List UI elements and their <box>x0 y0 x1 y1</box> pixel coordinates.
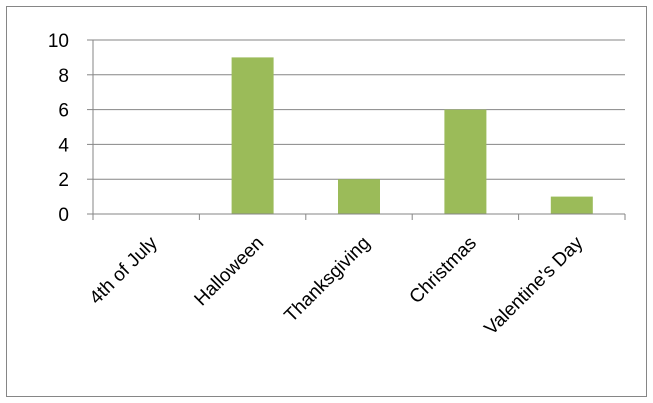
x-tick-label: Thanksgiving <box>281 233 375 327</box>
bar <box>550 196 593 214</box>
chart-frame <box>6 6 647 397</box>
y-tick-label: 4 <box>58 135 69 156</box>
axes <box>87 39 626 220</box>
y-tick-labels: 0 2 4 6 8 10 <box>48 31 70 226</box>
y-tick-label: 10 <box>48 31 69 52</box>
x-tick-label: Christmas <box>406 233 481 308</box>
bar <box>444 109 487 214</box>
bars <box>231 57 593 215</box>
y-tick-label: 8 <box>58 66 69 87</box>
x-tick-label: Valentine's Day <box>481 232 588 339</box>
y-tick-label: 2 <box>58 170 69 191</box>
y-tick-label: 6 <box>58 101 69 122</box>
bar <box>231 57 274 215</box>
x-tick-labels: 4th of July Halloween Thanksgiving Christma… <box>86 232 588 339</box>
y-tick-label: 0 <box>58 205 69 226</box>
x-tick-label: Halloween <box>191 233 269 311</box>
bar <box>338 179 380 214</box>
x-tick-label: 4th of July <box>86 232 162 308</box>
gridlines <box>93 39 625 180</box>
